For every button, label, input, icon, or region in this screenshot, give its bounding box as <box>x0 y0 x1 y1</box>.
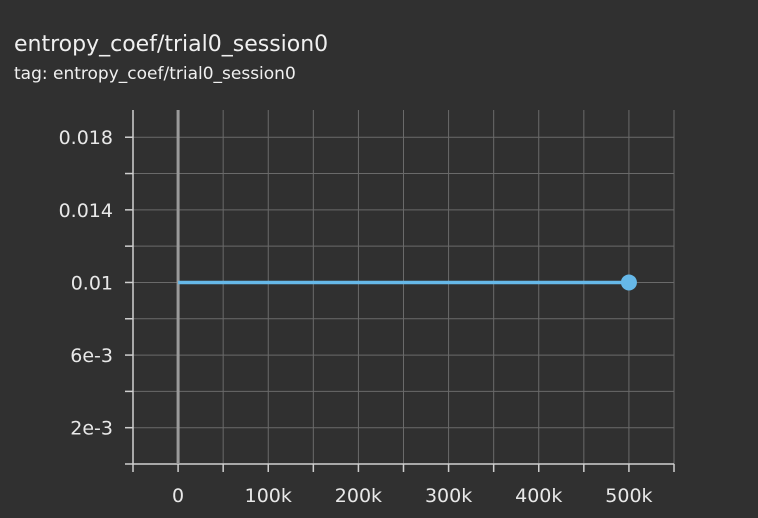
y-tick-label: 0.018 <box>59 127 113 149</box>
y-tick-label: 2e-3 <box>70 418 113 440</box>
chart-subtitle: tag: entropy_coef/trial0_session0 <box>14 64 296 84</box>
x-tick-label: 500k <box>605 485 652 507</box>
x-tick-label: 400k <box>515 485 562 507</box>
series-endpoint <box>620 274 637 291</box>
y-tick-label: 0.01 <box>71 272 113 294</box>
axes <box>125 110 675 472</box>
series-layer <box>178 274 637 291</box>
chart-title: entropy_coef/trial0_session0 <box>14 32 329 57</box>
x-tick-label: 0 <box>172 485 184 507</box>
tick-labels: 0 100k 200k 300k 400k 500k 2e-3 6e-3 0.01 0.014 0.… <box>59 127 653 507</box>
y-tick-label: 0.014 <box>59 200 113 222</box>
x-tick-label: 100k <box>245 485 292 507</box>
x-tick-label: 200k <box>335 485 382 507</box>
x-tick-label: 300k <box>425 485 472 507</box>
y-tick-label: 6e-3 <box>70 345 113 367</box>
grid-lines <box>132 110 675 465</box>
